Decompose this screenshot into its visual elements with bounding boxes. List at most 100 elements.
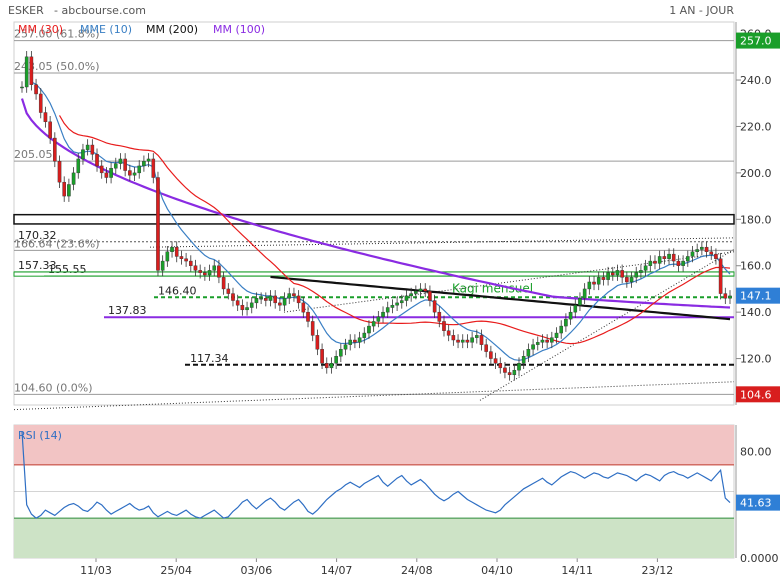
candle-body [681, 260, 685, 266]
candle-body [723, 293, 728, 299]
rsi-y-tick-label: 0.0000 [740, 552, 779, 565]
candle-body [324, 363, 329, 369]
candle-body [165, 251, 170, 262]
rsi-oversold-zone [14, 518, 734, 558]
x-tick-label: 14/07 [321, 564, 353, 577]
candle-body [498, 363, 503, 369]
price-y-tick-label: 180.0 [740, 213, 772, 226]
legend-mm100: MM (100) [213, 23, 265, 36]
candle-body [184, 258, 188, 262]
candle-body [226, 288, 231, 294]
price-y-tick-label: 140.0 [740, 306, 772, 319]
level-label: 155.55 [48, 263, 87, 276]
candle-body [235, 300, 240, 306]
candle-body [592, 281, 596, 285]
candle-body [390, 304, 395, 308]
trendline [149, 237, 735, 248]
candle-body [268, 295, 273, 301]
candle-body [559, 325, 564, 334]
candle-body [582, 288, 587, 299]
candle-body [428, 291, 432, 301]
price-tag-label: 104.6 [740, 388, 772, 401]
candle-body [95, 154, 99, 167]
rsi-title: RSI (14) [18, 429, 62, 442]
candle-body [376, 316, 381, 322]
candle-body [639, 270, 643, 273]
candle-body [484, 344, 488, 352]
candle-body [606, 272, 610, 280]
ema10-line [31, 81, 731, 361]
candle-body [334, 356, 338, 364]
candle-body [573, 304, 578, 313]
candle-body [38, 93, 43, 113]
level-label: 170.32 [18, 229, 57, 242]
fib-label: 257.00 (61.8%) [14, 28, 100, 41]
candle-body [245, 307, 249, 311]
candle-body [20, 86, 24, 89]
candle-body [451, 335, 456, 341]
level-label: 137.83 [108, 304, 147, 317]
candle-body [217, 265, 221, 278]
candle-body [704, 246, 709, 253]
candle-body [118, 158, 123, 164]
support-band [13, 271, 735, 277]
candle-body [404, 295, 409, 301]
price-tag [736, 32, 780, 49]
candle-body [676, 260, 681, 266]
candle-body [34, 84, 38, 95]
ma30-line [58, 115, 731, 345]
price-tag [736, 386, 780, 403]
chart-legend: MM (30) MME (10) MM (200) MM (100) [18, 23, 265, 36]
candle-body [671, 253, 676, 262]
candle-body [362, 332, 367, 338]
price-y-tick-label: 160.0 [740, 260, 772, 273]
x-tick-label: 24/08 [401, 564, 433, 577]
candle-body [653, 260, 657, 264]
candle-body [690, 251, 695, 257]
x-tick-label: 11/03 [80, 564, 112, 577]
candle-body [90, 144, 95, 155]
candle-body [526, 349, 531, 357]
legend-mme10: MME (10) [80, 23, 132, 36]
candle-body [550, 337, 554, 343]
price-tag [736, 287, 780, 304]
candle-body [517, 363, 521, 371]
candle-body [432, 300, 437, 313]
candle-body [76, 158, 81, 174]
candle-body [667, 253, 671, 259]
price-y-tick-label: 240.0 [740, 74, 772, 87]
rsi-line [21, 431, 731, 519]
candle-body [249, 302, 254, 308]
candle-body [648, 260, 653, 266]
candle-body [728, 295, 732, 299]
candle-body [357, 337, 362, 343]
candle-body [460, 339, 465, 343]
candle-body [545, 339, 549, 343]
candle-body [700, 246, 704, 250]
candle-body [104, 172, 109, 178]
candle-body [610, 272, 615, 276]
candle-body [470, 337, 474, 343]
fib-label: 166.64 (23.6%) [14, 237, 100, 250]
candle-body [109, 168, 113, 178]
candle-body [418, 288, 423, 292]
legend-mm30: MM (30) [18, 23, 63, 36]
level-label: 157.33 [18, 259, 57, 272]
ma100-line [20, 98, 731, 309]
kagi-annotation: Kagi mensuel [452, 281, 533, 295]
x-tick-label: 03/06 [241, 564, 273, 577]
candle-body [278, 302, 282, 306]
candle-body [306, 311, 310, 322]
x-tick-label: 25/04 [160, 564, 192, 577]
candle-body [442, 321, 446, 331]
candle-body [540, 339, 545, 343]
candle-body [437, 311, 442, 322]
candle-body [81, 149, 85, 160]
rsi-overbought-zone [14, 425, 734, 465]
candle-body [339, 349, 343, 357]
price-panel: 120.0140.0160.0180.0200.0220.0240.0260.0… [13, 21, 780, 411]
candle-body [414, 291, 418, 294]
price-y-tick-label: 220.0 [740, 120, 772, 133]
candle-body [695, 249, 699, 253]
